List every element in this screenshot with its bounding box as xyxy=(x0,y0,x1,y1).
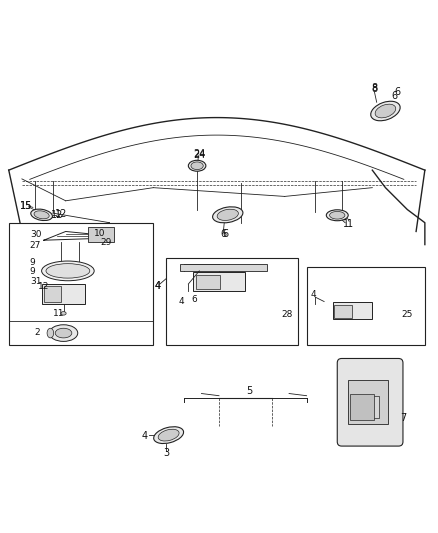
Text: 24: 24 xyxy=(193,149,205,159)
Ellipse shape xyxy=(326,210,348,221)
Text: 28: 28 xyxy=(281,310,293,319)
Ellipse shape xyxy=(42,261,94,281)
Text: 12: 12 xyxy=(51,210,63,220)
Ellipse shape xyxy=(61,312,66,315)
Ellipse shape xyxy=(188,160,206,171)
Text: 4: 4 xyxy=(155,281,161,291)
Text: 3: 3 xyxy=(163,448,170,458)
Text: 6: 6 xyxy=(395,87,401,97)
Bar xyxy=(42,284,85,304)
Text: 7: 7 xyxy=(400,413,406,423)
Text: 6: 6 xyxy=(191,295,197,304)
Text: 4: 4 xyxy=(141,431,148,441)
Text: 27: 27 xyxy=(30,241,41,250)
Text: 6: 6 xyxy=(223,229,229,239)
Text: 10: 10 xyxy=(94,229,106,238)
Ellipse shape xyxy=(31,209,53,221)
Ellipse shape xyxy=(34,211,49,219)
Text: 6: 6 xyxy=(220,229,226,239)
Bar xyxy=(334,304,352,318)
Bar xyxy=(193,272,245,290)
Bar xyxy=(307,266,425,345)
Ellipse shape xyxy=(154,427,184,443)
Ellipse shape xyxy=(55,328,72,338)
Text: 4: 4 xyxy=(311,290,316,300)
Ellipse shape xyxy=(217,209,238,221)
Text: 12: 12 xyxy=(38,282,49,290)
Text: 15: 15 xyxy=(20,201,32,211)
Text: 9: 9 xyxy=(30,259,35,268)
Ellipse shape xyxy=(212,207,243,223)
Text: 5: 5 xyxy=(247,386,253,397)
Bar xyxy=(180,264,267,271)
Text: 31: 31 xyxy=(30,277,41,286)
Ellipse shape xyxy=(49,325,78,342)
Bar xyxy=(44,286,61,302)
Text: 1: 1 xyxy=(347,219,353,229)
Ellipse shape xyxy=(375,104,396,118)
Text: 29: 29 xyxy=(101,238,112,247)
Text: 4: 4 xyxy=(179,297,184,306)
Bar xyxy=(166,258,298,345)
Text: 11: 11 xyxy=(53,309,65,318)
FancyBboxPatch shape xyxy=(337,359,403,446)
Text: 8: 8 xyxy=(371,84,378,94)
Bar xyxy=(196,275,220,289)
Text: 8: 8 xyxy=(372,83,378,93)
Bar xyxy=(9,223,153,345)
Text: 25: 25 xyxy=(402,310,413,319)
Text: 9: 9 xyxy=(30,267,35,276)
Text: 15: 15 xyxy=(20,201,32,211)
Ellipse shape xyxy=(329,212,345,219)
Text: 12: 12 xyxy=(55,209,67,219)
Text: 30: 30 xyxy=(30,230,41,239)
Text: 4: 4 xyxy=(155,281,161,291)
Ellipse shape xyxy=(158,429,179,441)
Bar xyxy=(350,393,374,420)
Ellipse shape xyxy=(371,101,400,121)
Bar xyxy=(368,395,379,418)
Ellipse shape xyxy=(47,328,53,338)
Text: 1: 1 xyxy=(343,219,349,229)
Bar xyxy=(348,381,388,424)
Text: 6: 6 xyxy=(391,91,397,101)
Bar xyxy=(333,302,372,319)
Text: 24: 24 xyxy=(193,150,205,160)
Ellipse shape xyxy=(191,162,203,169)
Ellipse shape xyxy=(46,264,90,278)
Bar xyxy=(88,227,114,243)
Text: 2: 2 xyxy=(35,328,40,337)
